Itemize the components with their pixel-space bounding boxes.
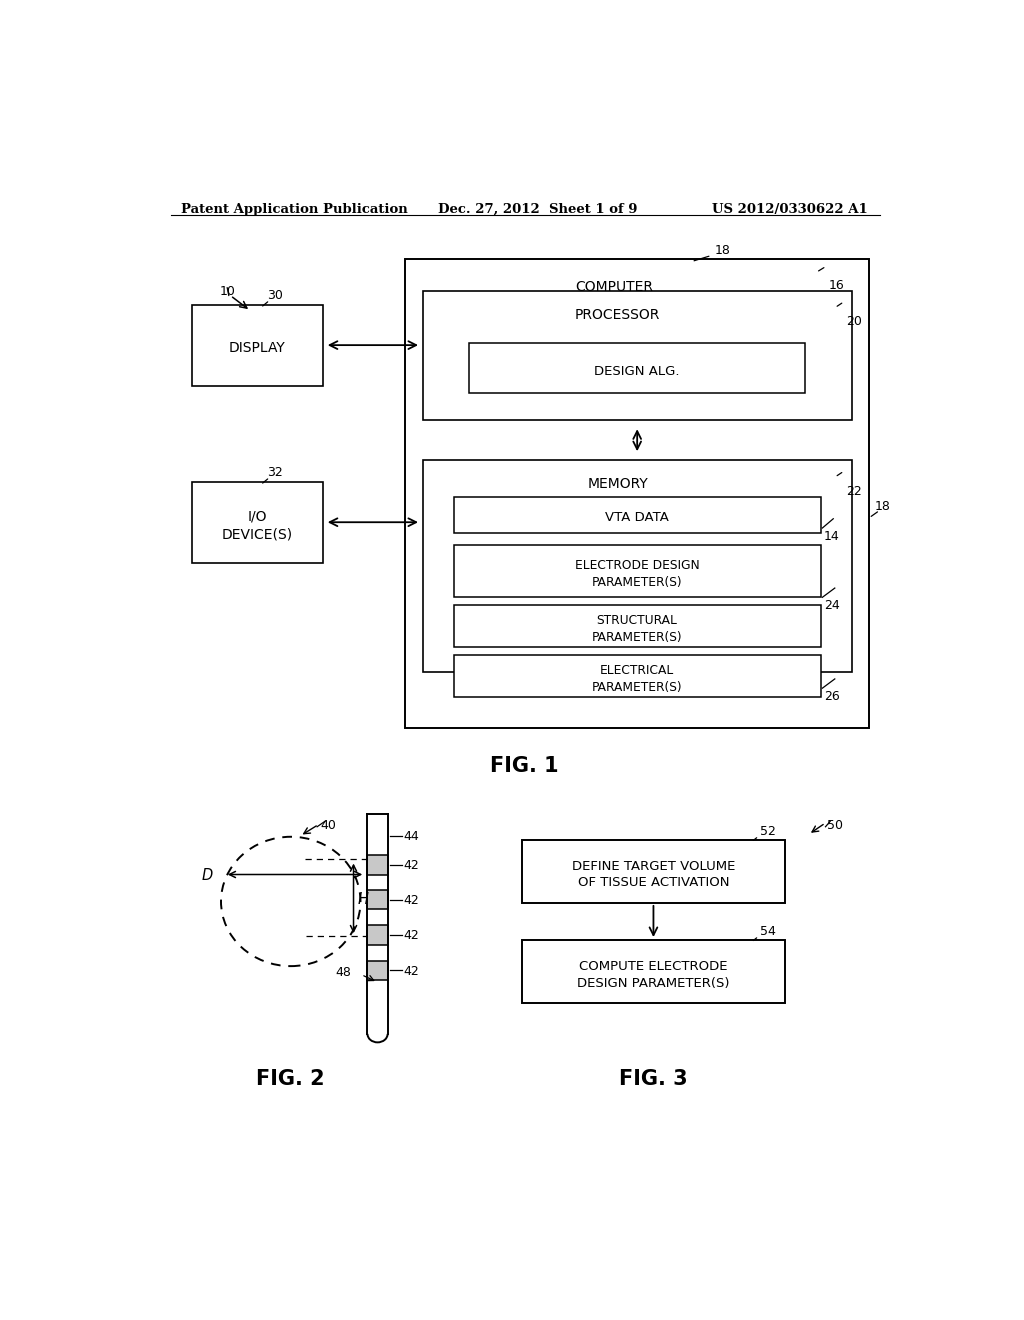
Text: 10: 10 [219,285,236,298]
Text: FIG. 1: FIG. 1 [490,756,559,776]
Bar [454,498,821,533]
Text: 32: 32 [266,466,283,479]
Text: 16: 16 [828,279,845,292]
Text: COMPUTE ELECTRODE
DESIGN PARAMETER(S): COMPUTE ELECTRODE DESIGN PARAMETER(S) [578,960,730,990]
Bar [454,545,821,598]
Text: STRUCTURAL
PARAMETER(S): STRUCTURAL PARAMETER(S) [592,614,682,644]
Text: I/O
DEVICE(S): I/O DEVICE(S) [222,510,293,541]
Bar [367,925,388,945]
Bar [454,605,821,647]
Text: FIG. 3: FIG. 3 [620,1069,688,1089]
Text: 18: 18 [876,500,891,513]
Text: 26: 26 [824,689,840,702]
Text: 52: 52 [761,825,776,838]
Text: DESIGN ALG.: DESIGN ALG. [594,364,680,378]
Text: COMPUTER: COMPUTER [574,280,653,294]
Text: MEMORY: MEMORY [588,478,648,491]
Text: VTA DATA: VTA DATA [605,511,669,524]
Text: 50: 50 [827,818,843,832]
Bar [521,840,785,903]
Bar [367,890,388,909]
Text: 42: 42 [403,965,419,978]
Text: 42: 42 [403,859,419,873]
Bar [191,305,324,385]
Bar [521,940,785,1003]
Bar [423,290,852,420]
Text: 18: 18 [715,244,730,257]
Text: 22: 22 [846,484,861,498]
Bar [191,482,324,562]
Text: 30: 30 [266,289,283,302]
Bar [454,655,821,697]
Text: H: H [357,892,369,907]
Text: FIG. 2: FIG. 2 [256,1069,325,1089]
Bar [367,961,388,979]
Text: ELECTRODE DESIGN
PARAMETER(S): ELECTRODE DESIGN PARAMETER(S) [574,560,699,589]
Text: DISPLAY: DISPLAY [229,341,286,355]
Text: 44: 44 [403,830,419,843]
Text: Patent Application Publication: Patent Application Publication [180,203,408,216]
Text: 42: 42 [403,894,419,907]
Text: US 2012/0330622 A1: US 2012/0330622 A1 [713,203,868,216]
Text: PROCESSOR: PROCESSOR [575,308,660,322]
Text: 42: 42 [403,929,419,942]
Bar [423,461,852,672]
Text: ELECTRICAL
PARAMETER(S): ELECTRICAL PARAMETER(S) [592,664,682,694]
Text: D: D [202,867,212,883]
Text: 48: 48 [335,966,351,979]
Bar [406,259,869,729]
Text: 40: 40 [321,818,336,832]
Text: Dec. 27, 2012  Sheet 1 of 9: Dec. 27, 2012 Sheet 1 of 9 [438,203,638,216]
Text: 20: 20 [846,315,861,329]
Bar [469,343,805,393]
Text: 24: 24 [824,599,840,612]
Bar [367,855,388,875]
Text: DEFINE TARGET VOLUME
OF TISSUE ACTIVATION: DEFINE TARGET VOLUME OF TISSUE ACTIVATIO… [571,859,735,890]
Text: 54: 54 [761,924,776,937]
Text: 14: 14 [824,529,840,543]
